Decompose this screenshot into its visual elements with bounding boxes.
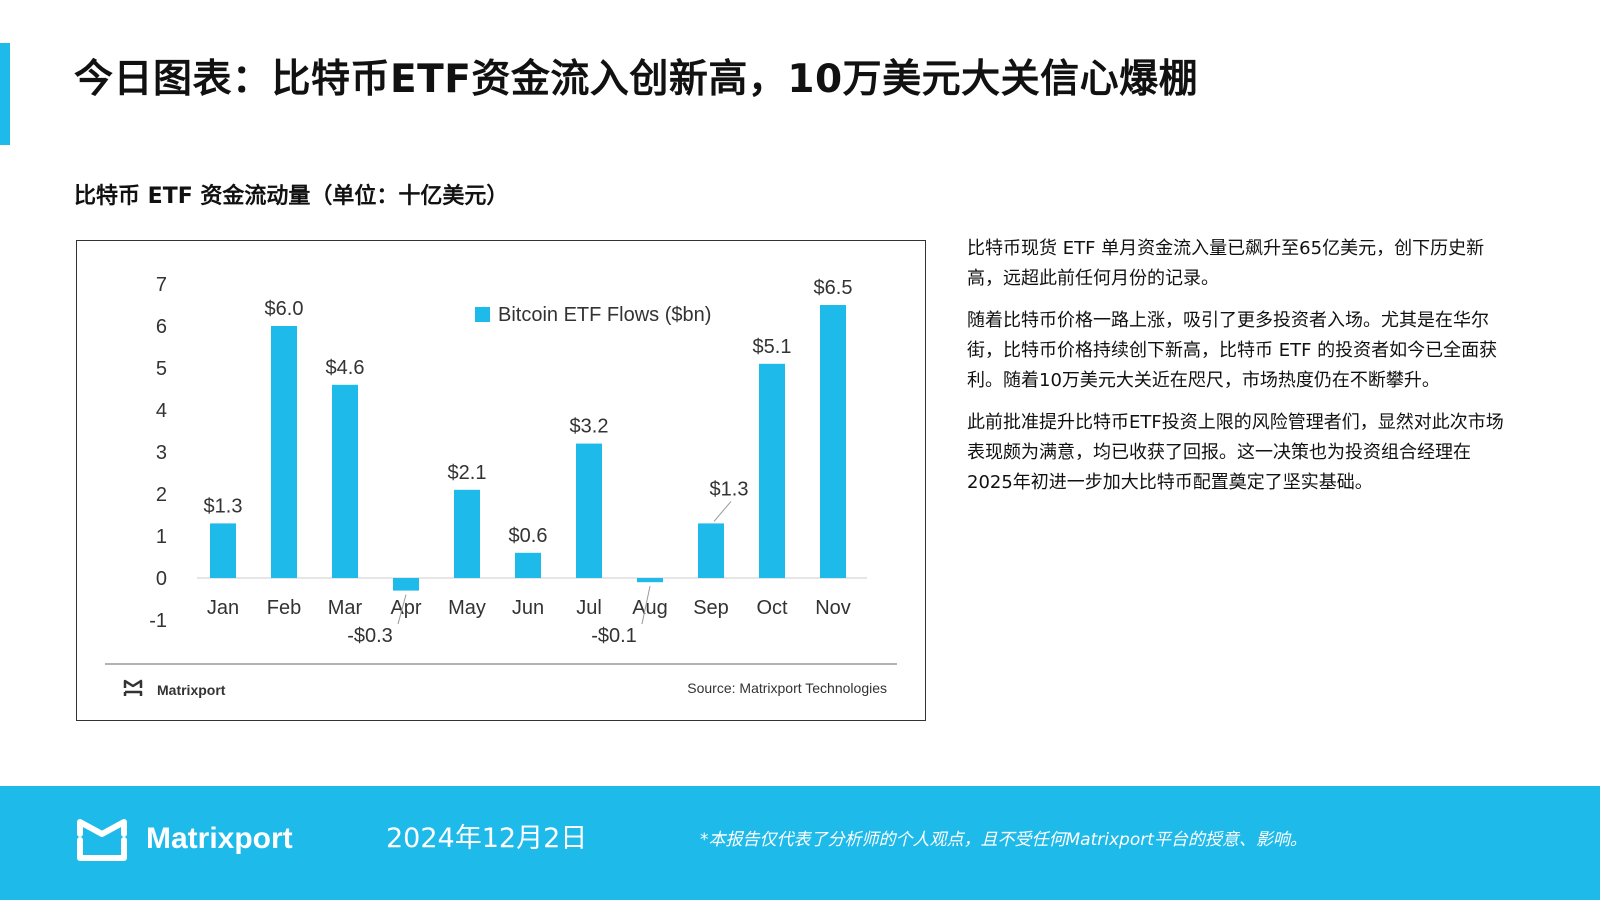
bar-nov xyxy=(820,305,846,578)
chart-frame: -1 0 1 2 3 4 5 6 7 Jan Feb Mar Apr May Jun Jul Aug Sep Oc… xyxy=(76,240,926,721)
title-accent-bar xyxy=(0,43,10,145)
commentary-paragraph-2: 随着比特币价格一路上涨，吸引了更多投资者入场。尤其是在华尔街，比特币价格持续创下… xyxy=(967,310,1498,391)
matrixport-chart-logo: Matrixport xyxy=(123,679,226,698)
data-label-leader xyxy=(713,501,732,522)
bar-apr xyxy=(393,578,419,591)
data-label: $6.5 xyxy=(814,277,853,299)
bar-may xyxy=(454,489,480,578)
y-tick-label: 7 xyxy=(156,274,167,296)
bar-jan xyxy=(210,523,236,578)
y-tick-label: 0 xyxy=(156,568,167,590)
y-tick-label: 6 xyxy=(156,316,167,338)
data-label: $4.6 xyxy=(326,357,365,379)
legend-label: Bitcoin ETF Flows ($bn) xyxy=(498,304,711,326)
x-tick-label: Sep xyxy=(693,597,729,619)
data-label: -$0.3 xyxy=(347,625,393,647)
commentary-paragraph-1: 比特币现货 ETF 单月资金流入量已飙升至65亿美元，创下历史新高，远超此前任何… xyxy=(967,238,1485,289)
x-tick-label: Oct xyxy=(756,597,788,619)
data-label-leader xyxy=(397,594,407,625)
report-date: 2024年12月2日 xyxy=(386,823,588,854)
footer-bar: Matrixport 2024年12月2日 *本报告仅代表了分析师的个人观点，且… xyxy=(0,786,1600,900)
data-label: $1.3 xyxy=(204,495,243,517)
y-tick-label: 2 xyxy=(156,484,167,506)
data-label: $6.0 xyxy=(265,298,304,320)
y-tick-label: 5 xyxy=(156,358,167,380)
commentary-paragraph-3: 此前批准提升比特币ETF投资上限的风险管理者们，显然对此次市场表现颇为满意，均已… xyxy=(967,412,1504,493)
x-tick-label: Jul xyxy=(576,597,602,619)
y-tick-label: 3 xyxy=(156,442,167,464)
x-tick-label: Feb xyxy=(267,597,301,619)
x-tick-label: Jun xyxy=(512,597,544,619)
bar-feb xyxy=(271,326,297,578)
disclaimer: *本报告仅代表了分析师的个人观点，且不受任何Matrixport平台的授意、影响… xyxy=(700,830,1307,850)
bar-chart: -1 0 1 2 3 4 5 6 7 Jan Feb Mar Apr May Jun Jul Aug Sep Oc… xyxy=(105,274,897,698)
bar-jun xyxy=(515,552,541,578)
chart-logo-text: Matrixport xyxy=(157,682,226,698)
chart-source: Source: Matrixport Technologies xyxy=(687,680,887,696)
footer-brand: Matrixport xyxy=(146,822,293,855)
legend: Bitcoin ETF Flows ($bn) xyxy=(475,304,711,326)
y-tick-label: -1 xyxy=(149,610,167,632)
data-label: -$0.1 xyxy=(591,625,637,647)
bar-sep xyxy=(698,523,724,578)
x-tick-label: Apr xyxy=(390,597,421,619)
matrixport-logo-icon xyxy=(77,819,127,861)
chart-heading: 比特币 ETF 资金流动量（单位：十亿美元） xyxy=(74,184,509,209)
legend-swatch xyxy=(475,307,490,322)
commentary: 比特币现货 ETF 单月资金流入量已飙升至65亿美元，创下历史新高，远超此前任何… xyxy=(967,234,1507,510)
data-label-leader xyxy=(641,586,651,625)
y-tick-label: 1 xyxy=(156,526,167,548)
page-title: 今日图表：比特币ETF资金流入创新高，10万美元大关信心爆棚 xyxy=(74,57,1199,102)
data-label: $2.1 xyxy=(448,462,487,484)
bar-jul xyxy=(576,443,602,578)
bar-oct xyxy=(759,363,785,578)
x-tick-label: May xyxy=(448,597,486,619)
bar-aug xyxy=(637,578,663,583)
data-label: $0.6 xyxy=(509,525,548,547)
x-tick-label: Nov xyxy=(815,597,851,619)
data-label: $1.3 xyxy=(710,478,749,500)
x-tick-label: Mar xyxy=(328,597,363,619)
y-tick-label: 4 xyxy=(156,400,167,422)
data-label: $3.2 xyxy=(570,416,609,438)
data-label: $5.1 xyxy=(753,336,792,358)
x-tick-label: Jan xyxy=(207,597,239,619)
bar-mar xyxy=(332,384,358,578)
x-tick-label: Aug xyxy=(632,597,668,619)
